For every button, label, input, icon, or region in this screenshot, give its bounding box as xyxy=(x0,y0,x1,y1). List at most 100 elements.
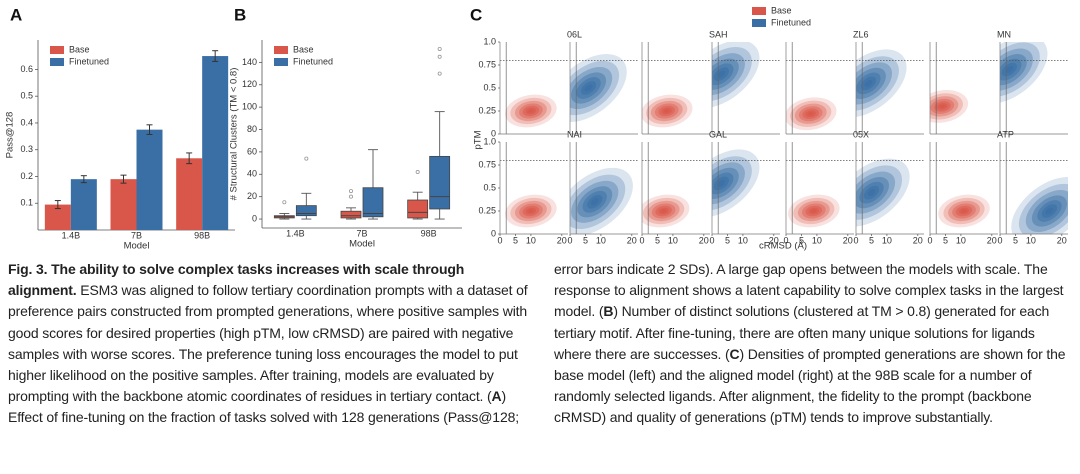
x-tick-label: 10 xyxy=(882,235,892,245)
x-tick-label: 0 xyxy=(639,235,644,245)
y-tick-label: 0.4 xyxy=(20,117,33,127)
density-contour xyxy=(664,109,670,113)
outlier xyxy=(415,170,420,175)
x-tick-label: 20 xyxy=(843,235,853,245)
density-contour xyxy=(1045,207,1054,215)
caption-text: ) Densities of prompted generations are … xyxy=(554,345,1066,426)
legend-swatch xyxy=(752,19,766,27)
legend-label: Finetuned xyxy=(69,56,109,66)
x-tick-label: 10 xyxy=(812,235,822,245)
subplot xyxy=(505,194,557,228)
x-tick-label: 7B xyxy=(131,230,142,240)
caption-bold: B xyxy=(603,303,614,320)
y-tick-label: 140 xyxy=(242,57,257,67)
legend-label: Base xyxy=(293,44,314,54)
box xyxy=(295,205,317,217)
x-tick-label: 10 xyxy=(956,235,966,245)
subplot xyxy=(642,194,690,228)
x-tick-label: 20 xyxy=(627,235,637,245)
subplot xyxy=(930,90,969,123)
ligand-label: GAL xyxy=(709,129,727,139)
y-tick-label: 1.0 xyxy=(483,36,496,46)
x-axis-label: cRMSD (Å) xyxy=(759,241,807,252)
y-tick-label: 0 xyxy=(491,228,496,238)
x-tick-label: 1.4B xyxy=(286,228,305,238)
x-tick-label: 5 xyxy=(869,235,874,245)
x-tick-label: 0 xyxy=(853,235,858,245)
x-tick-label: 5 xyxy=(725,235,730,245)
y-tick-label: 60 xyxy=(247,146,257,156)
caption-bold: Fig. 3. The ability to solve complex tas… xyxy=(8,261,465,299)
y-tick-label: 120 xyxy=(242,79,257,89)
subplot xyxy=(938,194,990,228)
legend-label: Finetuned xyxy=(293,56,333,66)
subplot xyxy=(712,149,760,218)
x-tick-label: 10 xyxy=(738,235,748,245)
x-tick-label: 98B xyxy=(421,228,437,238)
subplot xyxy=(1011,177,1068,234)
x-tick-label: 5 xyxy=(943,235,948,245)
y-tick-label: 1.0 xyxy=(483,136,496,146)
caption-bold: A xyxy=(491,388,502,405)
x-axis-label: Model xyxy=(349,239,375,250)
y-tick-label: 20 xyxy=(247,191,257,201)
y-tick-label: 0.75 xyxy=(478,59,496,69)
ligand-label: NAI xyxy=(567,129,582,139)
x-tick-label: 20 xyxy=(1057,235,1067,245)
y-tick-label: 0.3 xyxy=(20,144,33,154)
box xyxy=(340,210,362,219)
y-tick-label: 0 xyxy=(491,128,496,138)
caption-bold: C xyxy=(729,345,740,362)
bar xyxy=(70,179,97,230)
outlier xyxy=(282,200,287,205)
x-tick-label: 98B xyxy=(194,230,210,240)
x-tick-label: 5 xyxy=(513,235,518,245)
legend-swatch xyxy=(50,58,64,66)
subplot xyxy=(856,158,910,227)
y-tick-label: 0.5 xyxy=(483,82,496,92)
density-contour xyxy=(584,84,593,92)
y-tick-label: 0 xyxy=(252,213,257,223)
outlier xyxy=(348,189,353,194)
y-tick-label: 40 xyxy=(247,169,257,179)
density-contour xyxy=(864,80,873,87)
x-tick-label: 20 xyxy=(987,235,997,245)
subplot xyxy=(786,97,837,131)
outlier xyxy=(437,71,442,76)
legend-label: Base xyxy=(771,5,792,15)
x-tick-label: 5 xyxy=(655,235,660,245)
x-tick-label: 20 xyxy=(557,235,567,245)
bar xyxy=(110,179,137,230)
x-tick-label: 5 xyxy=(799,235,804,245)
caption-text: ) Effect of fine-tuning on the fraction … xyxy=(8,261,1064,426)
y-tick-label: 0.5 xyxy=(20,91,33,101)
ligand-label: 05X xyxy=(853,129,869,139)
subplot xyxy=(1000,42,1048,104)
x-tick-label: 0 xyxy=(783,235,788,245)
x-tick-label: 20 xyxy=(769,235,779,245)
y-tick-label: 0.1 xyxy=(20,198,33,208)
x-tick-label: 1.4B xyxy=(62,230,81,240)
x-tick-label: 0 xyxy=(997,235,1002,245)
subplot xyxy=(570,167,633,234)
subplot xyxy=(788,194,840,228)
subplot xyxy=(856,49,907,118)
legend-swatch xyxy=(274,58,288,66)
density-contour xyxy=(808,112,814,116)
density-contour xyxy=(717,70,726,78)
x-tick-label: 0 xyxy=(497,235,502,245)
legend-swatch xyxy=(274,46,288,54)
outlier xyxy=(304,156,309,161)
density-contour xyxy=(590,198,599,206)
y-tick-label: 0.25 xyxy=(478,205,496,215)
legend-label: Base xyxy=(69,44,90,54)
density-contour xyxy=(717,180,726,187)
x-tick-label: 7B xyxy=(356,228,367,238)
outlier xyxy=(437,54,442,59)
y-axis-label: pTM xyxy=(473,130,484,149)
panel-label: A xyxy=(10,5,22,24)
x-tick-label: 10 xyxy=(526,235,536,245)
y-tick-label: 0.2 xyxy=(20,171,33,181)
density-contour xyxy=(811,209,817,213)
